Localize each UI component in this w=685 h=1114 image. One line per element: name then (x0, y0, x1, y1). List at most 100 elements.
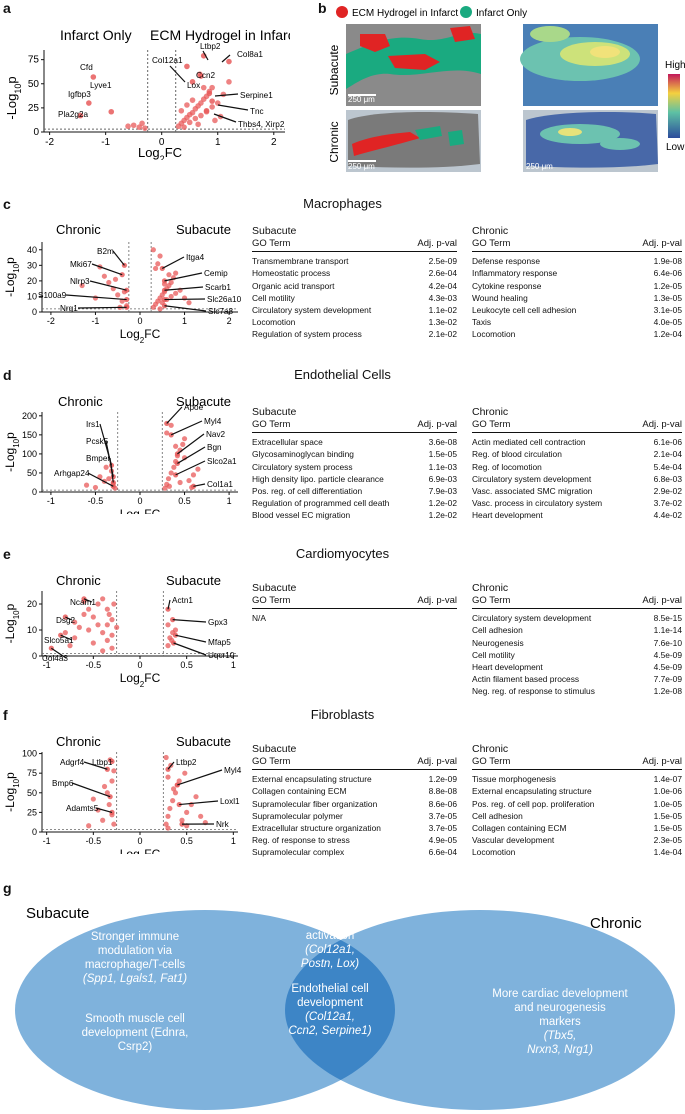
scale-bar-label-1: 250 μm (348, 95, 375, 104)
data-point (168, 279, 174, 286)
gene-label: Lyve1 (90, 81, 112, 90)
data-point (173, 270, 179, 276)
table-header: GO Term Adj. p-val (472, 238, 682, 253)
gene-label: Itga4 (186, 253, 205, 262)
gene-point (176, 801, 182, 808)
gene-arrow (166, 406, 183, 424)
gene-label: Uqcr10 (208, 651, 235, 660)
x-axis-title: Log2FC (120, 507, 161, 514)
c-subacute-table: Subacute GO Term Adj. p-val Transmembrane t… (252, 224, 457, 341)
gene-arrow (214, 93, 239, 97)
panel-label-g: g (3, 880, 12, 896)
d-subacute-table: Subacute GO Term Adj. p-val Extracellular s… (252, 405, 457, 522)
gene-point (109, 809, 115, 815)
panel-d-volcano: -1 -0.5 0 0.5 1 0 50 100 150 200 Irs1 Pcsk5 Bmper Arh… (3, 394, 238, 514)
table-row: Collagen containing ECM 8.8e-08 (252, 786, 457, 797)
gene-label: Arhgap24 (54, 469, 90, 478)
data-point (181, 124, 187, 130)
data-point (212, 117, 218, 124)
legend-infarct-dot (460, 6, 472, 18)
data-point (184, 809, 190, 815)
table-row: Taxis 4.0e-05 (472, 317, 682, 328)
data-point (184, 102, 190, 108)
table-row: Defense response 1.9e-08 (472, 256, 682, 267)
data-point (173, 443, 179, 449)
table-row: Circulatory system development 8.5e-15 (472, 613, 682, 624)
c-title: Macrophages (303, 196, 382, 211)
table-row: External encapsulating structure 1.2e-09 (252, 774, 457, 785)
y-axis-title: -Log10p (3, 432, 21, 472)
panel-f-volcano: -1 -0.5 0 0.5 1 0 25 50 75 100 Adgrf4 Ltbp1 Bmp6 Adam… (3, 734, 242, 854)
table-row: Regulation of programmed cell death 1.2e-… (252, 498, 457, 509)
group-label-subacute: Subacute (176, 394, 231, 409)
data-point (209, 104, 215, 110)
y-tick-label: 75 (27, 768, 37, 778)
gene-point (109, 758, 115, 765)
x-tick-label: 1 (227, 496, 232, 506)
gene-point (107, 794, 113, 800)
venn-center-text-2: Endothelial cell development (Col12a1, C… (288, 983, 372, 1037)
table-row: Vasc. associated SMC migration 2.9e-02 (472, 486, 682, 497)
data-point (104, 622, 110, 628)
y-tick-label: 100 (22, 449, 37, 459)
gene-point (203, 107, 210, 114)
group-label-subacute: Subacute (166, 573, 221, 588)
group-label-chronic: Chronic (58, 394, 103, 409)
gene-arrow (177, 446, 206, 464)
data-point (198, 112, 204, 119)
table-header: GO Term Adj. p-val (252, 419, 457, 434)
f-title: Fibroblasts (310, 707, 375, 722)
table-header: GO Term Adj. p-val (472, 756, 682, 771)
data-point (79, 282, 85, 289)
gene-label: Mfap5 (208, 638, 231, 647)
data-point (171, 786, 177, 792)
table-row: Pos. reg. of cell differentiation 7.9e-03 (252, 486, 457, 497)
panel-label-e: e (3, 546, 11, 562)
gene-arrow (169, 65, 186, 83)
gene-point (161, 303, 168, 309)
gene-arrow (177, 433, 205, 455)
data-point (177, 479, 183, 486)
gene-label: Ncam1 (70, 598, 96, 607)
panel-a-volcano: Infarct Only ECM Hydrogel in Infarct -2-… (4, 27, 290, 160)
a-right-title: ECM Hydrogel in Infarct (150, 27, 290, 43)
data-point (163, 754, 169, 761)
x-tick-label: -2 (47, 316, 55, 326)
data-point (95, 601, 101, 607)
gene-point (172, 632, 179, 638)
table-row: Cytokine response 1.2e-05 (472, 280, 682, 291)
y-tick-label: 0 (32, 827, 37, 837)
data-point (198, 100, 204, 106)
group-label-subacute: Subacute (176, 222, 231, 237)
table-row: Blood vessel EC migration 1.2e-02 (252, 510, 457, 521)
table-row: Actin mediated cell contraction 6.1e-06 (472, 437, 682, 448)
gene-label: Nav2 (206, 430, 226, 439)
data-point (209, 84, 215, 91)
legend-hydrogel: ECM Hydrogel in Infarct (352, 8, 458, 19)
gene-arrow (89, 280, 127, 291)
gene-label: Igfbp3 (68, 90, 91, 99)
gene-label: Slco2a1 (207, 457, 237, 466)
gene-arrow (172, 619, 207, 623)
gene-point (174, 460, 181, 467)
data-point (101, 783, 108, 790)
venn-left-ellipse (15, 910, 395, 1110)
gene-label: Scarb1 (205, 283, 231, 292)
gene-arrow (177, 769, 223, 786)
gene-arrow (71, 782, 111, 798)
gene-point (104, 766, 110, 772)
x-tick-label: 0.5 (178, 496, 191, 506)
table-row: Neurogenesis 7.6e-10 (472, 637, 682, 648)
panel-label-b: b (318, 0, 327, 16)
table-row: Collagen containing ECM 1.5e-05 (472, 823, 682, 834)
table-caption: Chronic (472, 406, 509, 418)
y-tick-label: 0 (32, 487, 37, 497)
table-row: Leukocyte cell cell adhesion 3.1e-05 (472, 305, 682, 316)
y-tick-label: 20 (27, 276, 37, 286)
gene-label: Col1a1 (207, 480, 233, 489)
table-row: Reg. of blood circulation 2.1e-04 (472, 449, 682, 460)
gene-point (209, 98, 215, 104)
table-row: External encapsulating structure 1.0e-06 (472, 786, 682, 797)
table-row: Wound healing 1.3e-05 (472, 292, 682, 303)
